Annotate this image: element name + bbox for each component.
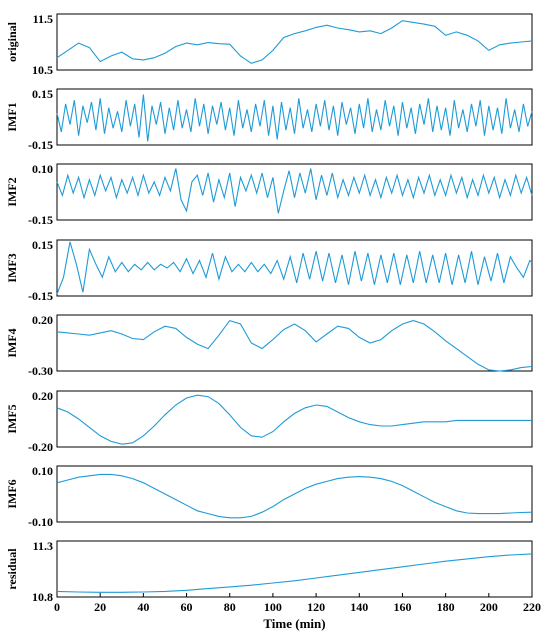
panel-frame [56, 13, 533, 71]
panel-imf4: 0.20 -0.30 IMF4 [5, 313, 533, 378]
series-line-imf2 [56, 168, 533, 214]
y-tick-top: 0.10 [32, 162, 53, 176]
series-line-imf1 [56, 94, 533, 142]
y-tick-bottom: -0.15 [28, 289, 53, 303]
panel-frame [56, 163, 533, 221]
y-tick-bottom: 10.5 [32, 63, 53, 77]
x-tick-label: 60 [181, 600, 193, 614]
panel-imf3: 0.15 -0.15 IMF3 [5, 238, 533, 303]
y-tick-top: 0.15 [32, 87, 53, 101]
panel-frame [56, 465, 533, 523]
x-axis: 0 20 40 60 80 100 120 140 160 180 200 220 [54, 593, 541, 614]
panel-label: IMF6 [5, 479, 19, 508]
panel-label: IMF4 [5, 328, 19, 357]
panel-frame [56, 390, 533, 448]
panel-label: IMF2 [5, 177, 19, 206]
panel-residual: 11.3 10.8 residual [5, 539, 533, 604]
panel-label: residual [5, 548, 19, 590]
y-tick-top: 0.20 [32, 313, 53, 327]
x-tick-label: 20 [94, 600, 106, 614]
panel-label: IMF5 [5, 404, 19, 433]
x-axis-title: Time (min) [263, 616, 325, 631]
x-tick-label: 100 [264, 600, 282, 614]
y-tick-top: 11.5 [33, 12, 53, 26]
series-line-imf6 [56, 473, 533, 519]
series-line-imf5 [56, 394, 532, 445]
panel-label: IMF1 [5, 102, 19, 131]
panel-frame [56, 239, 533, 297]
x-tick-label: 220 [523, 600, 541, 614]
x-tick-label: 120 [307, 600, 325, 614]
y-tick-top: 11.3 [33, 539, 53, 553]
y-tick-bottom: -0.20 [28, 440, 53, 454]
series-line-residual [56, 553, 533, 593]
x-tick-label: 140 [350, 600, 368, 614]
series-line-imf3 [56, 241, 533, 295]
panel-imf1: 0.15 -0.15 IMF1 [5, 87, 533, 152]
x-tick-label: 180 [437, 600, 455, 614]
panel-imf2: 0.10 -0.15 IMF2 [5, 162, 533, 227]
panel-label: IMF3 [5, 253, 19, 282]
x-tick-label: 200 [480, 600, 498, 614]
x-tick-label: 80 [224, 600, 236, 614]
panel-label: original [5, 21, 19, 62]
series-line-original [56, 20, 533, 64]
y-tick-bottom: -0.15 [28, 138, 53, 152]
x-tick-label: 160 [393, 600, 411, 614]
series-line-imf4 [56, 319, 533, 372]
panel-original: 11.5 10.5 original [5, 12, 533, 77]
y-tick-bottom: -0.30 [28, 364, 53, 378]
y-tick-bottom: 10.8 [32, 590, 53, 604]
x-tick-label: 0 [54, 600, 60, 614]
y-tick-top: 0.10 [32, 464, 53, 478]
panel-frame [56, 314, 533, 372]
panel-frame [56, 88, 533, 146]
panels: 11.5 10.5 original 0.15 -0.15 IMF1 0.10 -0.15 IM… [5, 12, 533, 604]
y-tick-bottom: -0.15 [28, 213, 53, 227]
panel-imf6: 0.10 -0.10 IMF6 [5, 464, 533, 529]
panel-imf5: 0.20 -0.20 IMF5 [5, 389, 533, 454]
x-tick-label: 40 [137, 600, 149, 614]
y-tick-bottom: -0.10 [28, 515, 53, 529]
y-tick-top: 0.20 [32, 389, 53, 403]
y-tick-top: 0.15 [32, 238, 53, 252]
panel-frame [56, 540, 533, 598]
